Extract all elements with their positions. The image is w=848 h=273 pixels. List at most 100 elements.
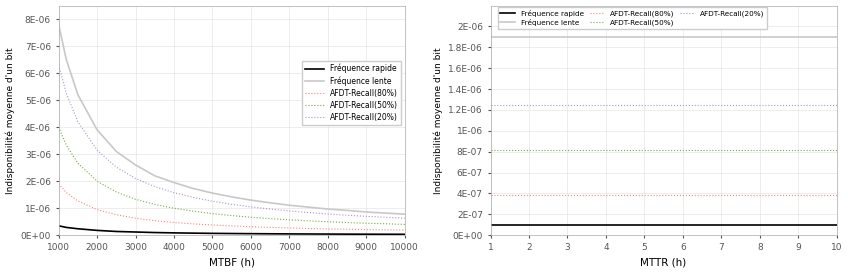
AFDT-Recall(50%) (601, 148, 611, 151)
Fréquence lente (73, 93, 83, 96)
AFDT-Recall(80%) (208, 223, 218, 227)
Fréquence rapide (485, 223, 495, 226)
AFDT-Recall(80%) (601, 193, 611, 196)
AFDT-Recall(50%) (265, 217, 276, 220)
Fréquence rapide (361, 233, 371, 236)
AFDT-Recall(20%) (265, 207, 276, 211)
AFDT-Recall(80%) (678, 193, 688, 196)
Fréquence lente (601, 35, 611, 38)
Fréquence rapide (188, 232, 198, 235)
AFDT-Recall(50%) (755, 148, 765, 151)
AFDT-Recall(80%) (381, 228, 391, 232)
AFDT-Recall(20%) (61, 92, 71, 95)
AFDT-Recall(20%) (323, 212, 333, 216)
AFDT-Recall(50%) (61, 144, 71, 147)
AFDT-Recall(20%) (639, 103, 650, 106)
AFDT-Recall(80%) (755, 193, 765, 196)
AFDT-Recall(50%) (111, 190, 121, 194)
AFDT-Recall(20%) (284, 209, 294, 213)
AFDT-Recall(80%) (304, 227, 314, 230)
Fréquence lente (169, 181, 179, 184)
Fréquence rapide (246, 232, 256, 235)
Fréquence rapide (717, 223, 727, 226)
AFDT-Recall(80%) (226, 224, 237, 228)
Fréquence rapide (284, 232, 294, 236)
Fréquence rapide (92, 229, 102, 232)
AFDT-Recall(50%) (485, 148, 495, 151)
Fréquence rapide (678, 223, 688, 226)
AFDT-Recall(50%) (381, 222, 391, 225)
AFDT-Recall(20%) (793, 103, 803, 106)
Fréquence rapide (399, 233, 410, 236)
Fréquence lente (755, 35, 765, 38)
AFDT-Recall(20%) (678, 103, 688, 106)
AFDT-Recall(50%) (150, 203, 160, 206)
Fréquence lente (208, 191, 218, 195)
AFDT-Recall(50%) (53, 126, 64, 129)
Fréquence lente (188, 187, 198, 190)
Fréquence lente (265, 201, 276, 204)
X-axis label: MTTR (h): MTTR (h) (640, 257, 687, 268)
Line: AFDT-Recall(50%): AFDT-Recall(50%) (59, 127, 404, 224)
Fréquence rapide (639, 223, 650, 226)
AFDT-Recall(20%) (601, 103, 611, 106)
AFDT-Recall(50%) (361, 222, 371, 225)
Fréquence lente (342, 209, 352, 212)
AFDT-Recall(20%) (717, 103, 727, 106)
Fréquence rapide (524, 223, 534, 226)
Fréquence rapide (323, 232, 333, 236)
AFDT-Recall(80%) (53, 182, 64, 186)
Fréquence rapide (131, 230, 141, 234)
AFDT-Recall(20%) (399, 216, 410, 220)
AFDT-Recall(50%) (92, 180, 102, 183)
Fréquence rapide (342, 233, 352, 236)
Fréquence rapide (381, 233, 391, 236)
AFDT-Recall(20%) (169, 191, 179, 194)
AFDT-Recall(80%) (323, 227, 333, 230)
Fréquence lente (562, 35, 572, 38)
Fréquence lente (381, 212, 391, 215)
Fréquence rapide (53, 224, 64, 227)
AFDT-Recall(20%) (73, 120, 83, 123)
AFDT-Recall(20%) (111, 165, 121, 169)
Fréquence rapide (61, 226, 71, 229)
Fréquence lente (323, 207, 333, 211)
Fréquence rapide (832, 223, 842, 226)
AFDT-Recall(50%) (323, 220, 333, 223)
Fréquence lente (111, 150, 121, 153)
AFDT-Recall(80%) (485, 193, 495, 196)
AFDT-Recall(80%) (131, 216, 141, 220)
Fréquence lente (226, 195, 237, 198)
Fréquence lente (92, 128, 102, 132)
AFDT-Recall(50%) (678, 148, 688, 151)
Fréquence lente (61, 58, 71, 61)
AFDT-Recall(50%) (169, 207, 179, 210)
AFDT-Recall(80%) (73, 199, 83, 203)
Line: Fréquence lente: Fréquence lente (59, 25, 404, 214)
AFDT-Recall(20%) (92, 149, 102, 152)
AFDT-Recall(20%) (755, 103, 765, 106)
AFDT-Recall(80%) (169, 221, 179, 224)
Line: Fréquence rapide: Fréquence rapide (59, 226, 404, 234)
Y-axis label: Indisponibilité moyenne d'un bit: Indisponibilité moyenne d'un bit (6, 47, 15, 194)
Fréquence rapide (208, 232, 218, 235)
AFDT-Recall(20%) (188, 196, 198, 199)
Fréquence lente (53, 23, 64, 26)
Fréquence lente (399, 213, 410, 216)
AFDT-Recall(50%) (226, 214, 237, 217)
AFDT-Recall(80%) (61, 191, 71, 194)
AFDT-Recall(80%) (111, 213, 121, 216)
Fréquence lente (793, 35, 803, 38)
Fréquence lente (304, 206, 314, 209)
Line: AFDT-Recall(80%): AFDT-Recall(80%) (59, 184, 404, 230)
Fréquence lente (678, 35, 688, 38)
AFDT-Recall(50%) (131, 198, 141, 201)
AFDT-Recall(20%) (150, 185, 160, 188)
Fréquence rapide (73, 227, 83, 230)
AFDT-Recall(20%) (246, 205, 256, 209)
AFDT-Recall(80%) (342, 228, 352, 231)
AFDT-Recall(80%) (793, 193, 803, 196)
AFDT-Recall(50%) (562, 148, 572, 151)
AFDT-Recall(50%) (832, 148, 842, 151)
Line: AFDT-Recall(20%): AFDT-Recall(20%) (59, 65, 404, 218)
